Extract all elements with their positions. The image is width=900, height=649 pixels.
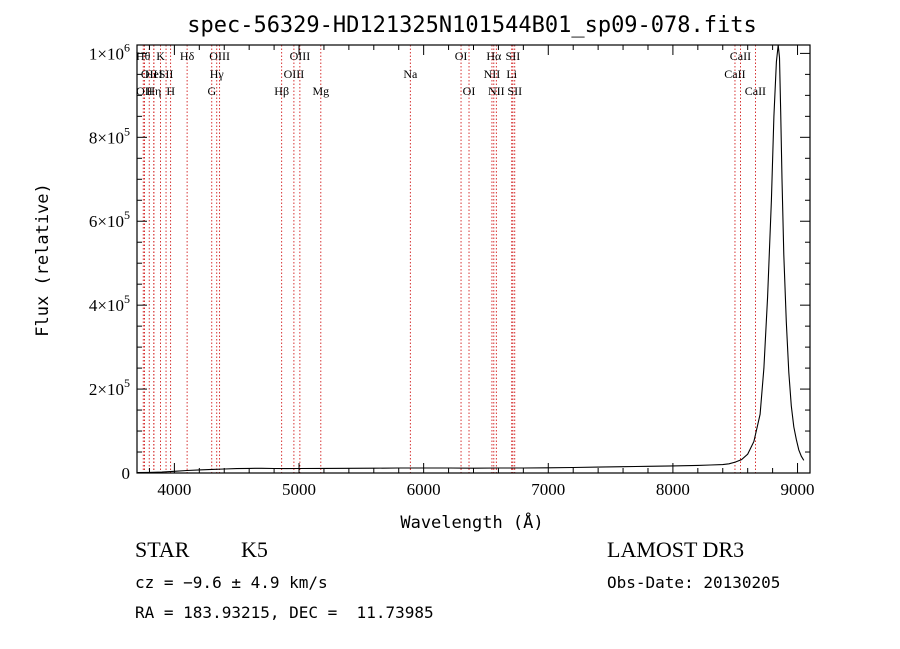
observation-date: Obs-Date: 20130205 (607, 573, 781, 592)
spectral-line-label: OIII (209, 49, 230, 63)
y-axis-label: Flux (relative) (33, 183, 53, 337)
spectral-line-label: OI (463, 84, 476, 98)
spectral-line-label: OIII (284, 67, 305, 81)
object-subclass: K5 (241, 537, 268, 562)
spectral-line-label: CaII (745, 84, 766, 98)
spectral-line-label: OI (455, 49, 468, 63)
spectral-line-label: NII (484, 67, 501, 81)
spectral-line-label: OIII (290, 49, 311, 63)
x-tick-label: 9000 (781, 480, 815, 499)
spectral-line-label: OII (141, 67, 158, 81)
x-tick-label: 8000 (656, 480, 690, 499)
spectral-line-label: CaII (730, 49, 751, 63)
spectrum-line (136, 44, 805, 474)
spectral-line-label: Hγ (210, 67, 225, 81)
y-tick-label: 1×106 (89, 40, 130, 63)
y-tick-label: 4×105 (89, 292, 130, 315)
x-axis-ticks: 4000 5000 6000 7000 8000 9000 (148, 45, 815, 499)
y-axis-ticks: 0 2×105 4×105 6×105 8×105 1×106 (89, 40, 810, 483)
spectral-line-label: CaII (724, 67, 745, 81)
spectral-line-label: SII (506, 49, 521, 63)
spectral-line-labels: HθOIIOIIHeIHηKSIIHHδGHγOIIIHβOIIIOIIIMgN… (136, 49, 766, 98)
spectral-line-label: Mg (312, 84, 329, 98)
x-axis-label: Wavelength (Å) (400, 511, 543, 533)
spectral-line-markers (142, 45, 756, 473)
spectral-line-label: Li (506, 67, 517, 81)
y-tick-label: 6×105 (89, 208, 130, 231)
spectral-line-label: K (156, 49, 165, 63)
x-tick-label: 6000 (407, 480, 441, 499)
spectral-line-label: Na (403, 67, 418, 81)
spectral-line-label: Hθ (136, 49, 151, 63)
chart-title: spec-56329-HD121325N101544B01_sp09-078.f… (187, 13, 757, 38)
spectral-line-label: Hβ (274, 84, 289, 98)
spectral-line-label: SII (159, 67, 174, 81)
spectral-line-label: Hα (486, 49, 502, 63)
object-class: STAR (135, 537, 190, 562)
spectral-line-label: H (166, 84, 175, 98)
spectral-line-label: Hη (146, 84, 161, 98)
x-tick-label: 7000 (531, 480, 565, 499)
spectrum-series (136, 44, 805, 474)
survey-name: LAMOST DR3 (607, 537, 745, 562)
spectral-line-label: OII (136, 84, 153, 98)
x-tick-label: 4000 (157, 480, 191, 499)
spectral-line-label: G (207, 84, 216, 98)
spectral-line-label: NII (488, 84, 505, 98)
velocity-readout: cz = −9.6 ± 4.9 km/s (135, 573, 328, 592)
plot-frame (136, 44, 811, 474)
y-tick-label: 0 (122, 464, 131, 483)
spectral-line-label: HeI (145, 67, 163, 81)
coordinates-readout: RA = 183.93215, DEC = 11.73985 (135, 603, 434, 622)
x-tick-label: 5000 (282, 480, 316, 499)
spectral-line-label: Hδ (180, 49, 195, 63)
y-tick-label: 2×105 (89, 376, 130, 399)
y-tick-label: 8×105 (89, 124, 130, 147)
spectral-line-label: SII (507, 84, 522, 98)
